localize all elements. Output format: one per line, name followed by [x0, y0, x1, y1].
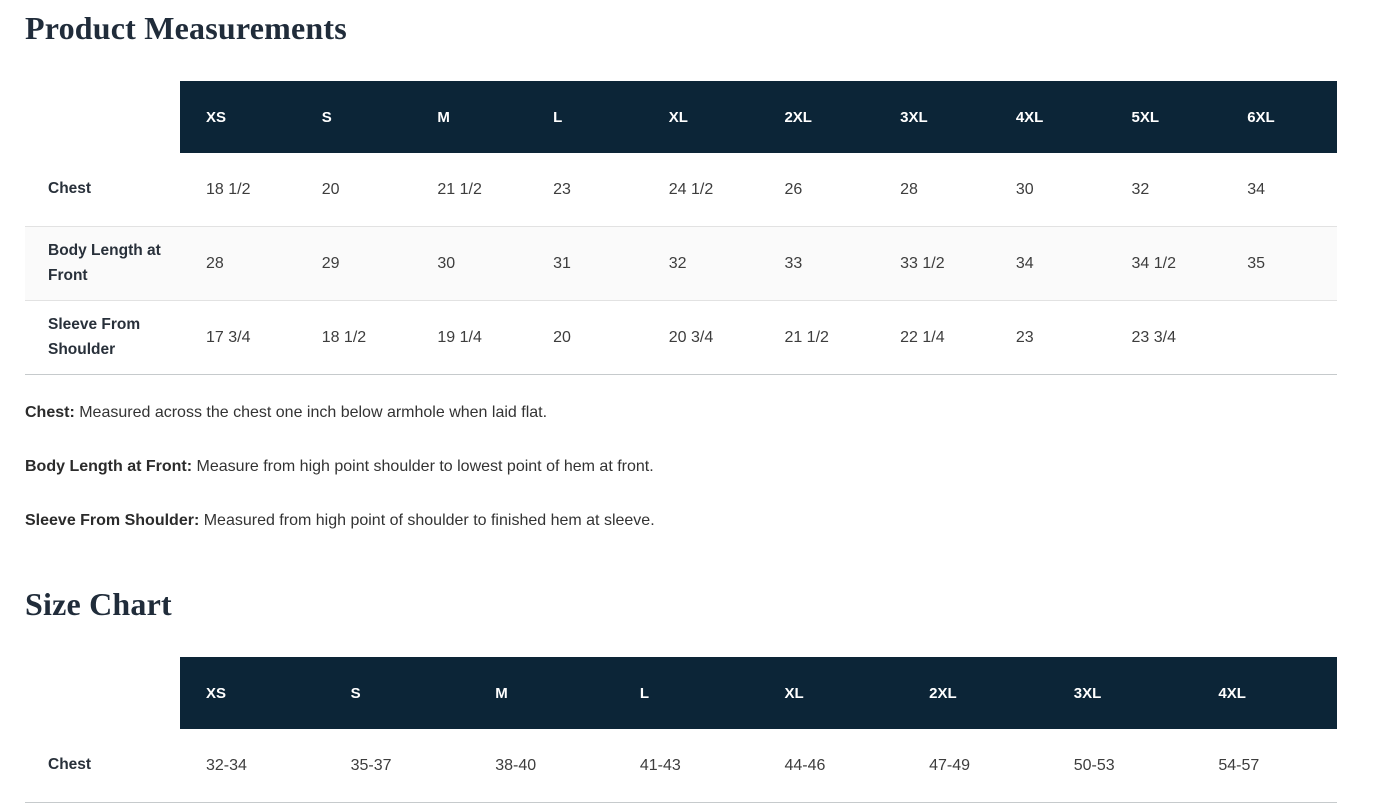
measurement-row-label: Chest — [48, 756, 92, 774]
measurement-value-cell: 31 — [553, 254, 571, 272]
measurement-note: Chest: Measured across the chest one inc… — [25, 402, 1337, 424]
measurement-note-text: Measured from high point of shoulder to … — [199, 512, 655, 529]
measurement-value-cell: 28 — [900, 180, 918, 198]
measurement-value-cell: 19 1/4 — [437, 328, 482, 346]
size-chart-title: Size Chart — [25, 586, 172, 622]
product-measurements-title: Product Measurements — [25, 10, 347, 46]
measurement-value-cell: 32-34 — [206, 756, 247, 774]
size-header-row: XS S M L XL 2XL 3XL 4XL — [25, 657, 1337, 729]
size-column-header: 2XL — [758, 81, 875, 153]
size-column-header: M — [469, 657, 614, 729]
header-spacer-cell — [25, 81, 180, 153]
measurement-value-cell: 28 — [206, 254, 224, 272]
size-column-header: 3XL — [1047, 657, 1193, 729]
size-column-header: 4XL — [989, 81, 1106, 153]
measurement-value-cell: 22 1/4 — [900, 328, 945, 346]
measurement-note-text: Measured across the chest one inch below… — [74, 404, 548, 421]
measurement-value-cell: 47-49 — [929, 756, 971, 774]
measurement-value-cell: 33 — [784, 254, 803, 272]
size-column-header: 4XL — [1192, 657, 1337, 729]
size-column-header: 3XL — [874, 81, 990, 153]
measurement-row-label: Sleeve From Shoulder — [48, 316, 141, 358]
measurement-value-cell: 50-53 — [1073, 756, 1115, 774]
measurement-row: Sleeve From Shoulder 17 3/4 18 1/2 19 1/4 20… — [25, 301, 1337, 375]
measurement-value-cell: 35-37 — [350, 756, 392, 774]
size-column-header: L — [527, 81, 643, 153]
measurement-value-cell: 32 — [1131, 180, 1150, 198]
measurement-value-cell: 38-40 — [495, 756, 537, 774]
size-column-header: 5XL — [1105, 81, 1222, 153]
measurement-value-cell: 30 — [1015, 180, 1034, 198]
size-column-header: 2XL — [903, 657, 1048, 729]
measurement-note-term: Body Length at Front: — [25, 458, 193, 475]
measurement-value-cell: 26 — [784, 180, 803, 198]
measurement-note-term: Chest: — [25, 404, 75, 421]
measurement-value-cell: 34 — [1247, 180, 1265, 198]
measurement-value-cell: 29 — [321, 254, 340, 272]
size-column-header: L — [613, 657, 759, 729]
measurement-value-cell: 24 1/2 — [668, 180, 714, 198]
measurement-value-cell: 34 — [1015, 254, 1034, 272]
measurement-value-cell: 23 3/4 — [1131, 328, 1176, 346]
measurement-value-cell: 18 1/2 — [321, 328, 367, 346]
measurement-note: Sleeve From Shoulder: Measured from high… — [25, 510, 1337, 532]
measurement-value-cell: 32 — [668, 254, 687, 272]
measurement-value-cell: 20 — [321, 180, 340, 198]
measurement-row-label: Chest — [48, 180, 92, 198]
measurement-value-cell: 33 1/2 — [900, 254, 945, 272]
size-column-header: M — [411, 81, 528, 153]
measurement-value-cell: 23 — [1015, 328, 1034, 346]
size-column-header: XS — [180, 657, 325, 729]
measurement-note: Body Length at Front: Measure from high … — [25, 456, 1337, 478]
measurement-value-cell: 20 3/4 — [668, 328, 714, 346]
size-column-header: S — [324, 657, 470, 729]
size-column-header: 6XL — [1221, 81, 1337, 153]
measurement-row-label: Body Length at Front — [48, 242, 161, 284]
measurement-value-cell: 17 3/4 — [206, 328, 251, 346]
measurement-notes: Chest: Measured across the chest one inc… — [25, 402, 1337, 532]
measurement-value-cell: 35 — [1247, 254, 1265, 272]
size-column-header: XL — [642, 81, 759, 153]
measurement-value-cell: 21 1/2 — [784, 328, 829, 346]
measurement-row: Chest 18 1/2 20 21 1/2 23 24 1/2 26 28 30 32 34 — [25, 153, 1337, 227]
measurement-value-cell: 30 — [437, 254, 456, 272]
measurement-note-term: Sleeve From Shoulder: — [25, 512, 200, 529]
measurement-value-cell: 41-43 — [639, 756, 681, 774]
measurement-row: Chest 32-34 35-37 38-40 41-43 44-46 47-49 50-53… — [25, 729, 1337, 803]
measurement-value-cell — [1221, 301, 1337, 375]
measurement-value-cell: 34 1/2 — [1131, 254, 1176, 272]
measurement-value-cell: 18 1/2 — [206, 180, 251, 198]
size-chart-table: XS S M L XL 2XL 3XL 4XL Chest 32-34 35-37 38-40 41-4… — [25, 657, 1337, 803]
size-header-row: XS S M L XL 2XL 3XL 4XL 5XL 6XL — [25, 81, 1337, 153]
measurement-value-cell: 54-57 — [1218, 756, 1260, 774]
product-measurements-table: XS S M L XL 2XL 3XL 4XL 5XL 6XL Chest 18 1/2 20 21 1/… — [25, 81, 1337, 375]
measurement-value-cell: 20 — [553, 328, 571, 346]
size-column-header: XS — [180, 81, 296, 153]
measurement-value-cell: 44-46 — [784, 756, 826, 774]
size-column-header: S — [295, 81, 412, 153]
header-spacer-cell — [25, 657, 180, 729]
measurement-value-cell: 21 1/2 — [437, 180, 482, 198]
measurement-note-text: Measure from high point shoulder to lowe… — [192, 458, 654, 475]
measurement-row: Body Length at Front 28 29 30 31 32 33 33 1/2 34… — [25, 226, 1337, 301]
size-column-header: XL — [758, 657, 904, 729]
measurement-value-cell: 23 — [553, 180, 571, 198]
